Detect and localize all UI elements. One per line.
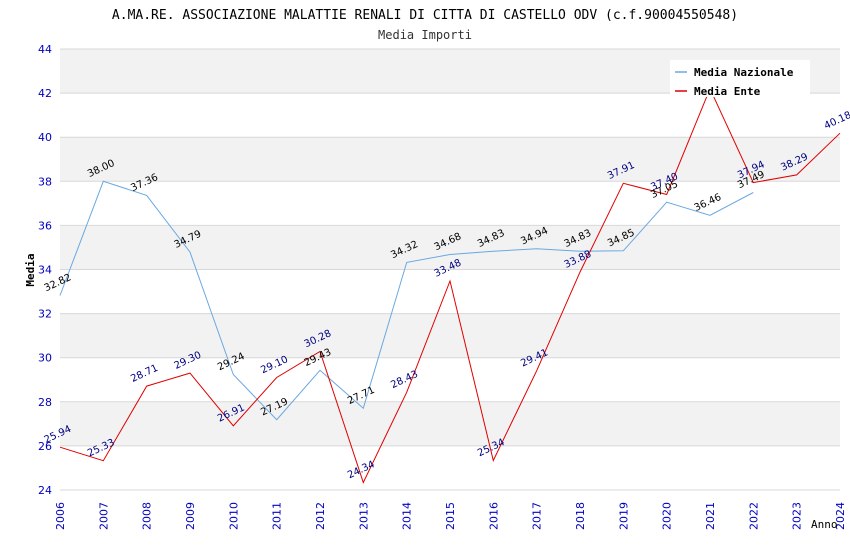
y-tick-label: 24 [38,484,52,497]
x-tick-label: 2014 [401,502,414,530]
x-tick-label: 2022 [747,502,760,530]
x-tick-label: 2006 [54,502,67,530]
y-tick-label: 44 [38,43,52,56]
x-axis: 2006 2007 2008 2009 2010 2011 2012 2013 2014 2015… [54,502,847,530]
x-tick-label: 2012 [314,502,327,530]
y-tick-label: 38 [38,175,52,188]
y-axis-label: Media [24,253,37,286]
x-tick-label: 2013 [357,502,370,530]
x-tick-label: 2018 [574,502,587,530]
x-tick-label: 2007 [97,502,110,530]
x-axis-label: Anno [811,518,838,531]
x-tick-label: 2017 [531,502,544,530]
y-tick-label: 32 [38,308,52,321]
x-tick-label: 2023 [791,502,804,530]
chart-title: A.MA.RE. ASSOCIAZIONE MALATTIE RENALI DI… [112,8,738,23]
plot-band [60,314,840,358]
y-tick-label: 30 [38,352,52,365]
chart-subtitle: Media Importi [378,28,472,42]
x-tick-label: 2016 [487,502,500,530]
x-tick-label: 2011 [271,502,284,530]
plot-band [60,137,840,181]
plot-band [60,181,840,225]
y-tick-label: 34 [38,264,52,277]
x-tick-label: 2019 [617,502,630,530]
x-tick-label: 2008 [141,502,154,530]
plot-band [60,93,840,137]
plot-band [60,402,840,446]
y-tick-label: 28 [38,396,52,409]
legend: Media Nazionale Media Ente [670,60,810,98]
legend-label: Media Ente [694,85,761,98]
x-tick-label: 2020 [661,502,674,530]
plot-band [60,270,840,314]
y-tick-label: 42 [38,87,52,100]
x-tick-label: 2009 [184,502,197,530]
legend-label: Media Nazionale [694,66,794,79]
x-tick-label: 2015 [444,502,457,530]
plot-band [60,446,840,490]
y-tick-label: 36 [38,219,52,232]
x-tick-label: 2010 [227,502,240,530]
x-tick-label: 2021 [704,502,717,530]
y-tick-label: 40 [38,131,52,144]
